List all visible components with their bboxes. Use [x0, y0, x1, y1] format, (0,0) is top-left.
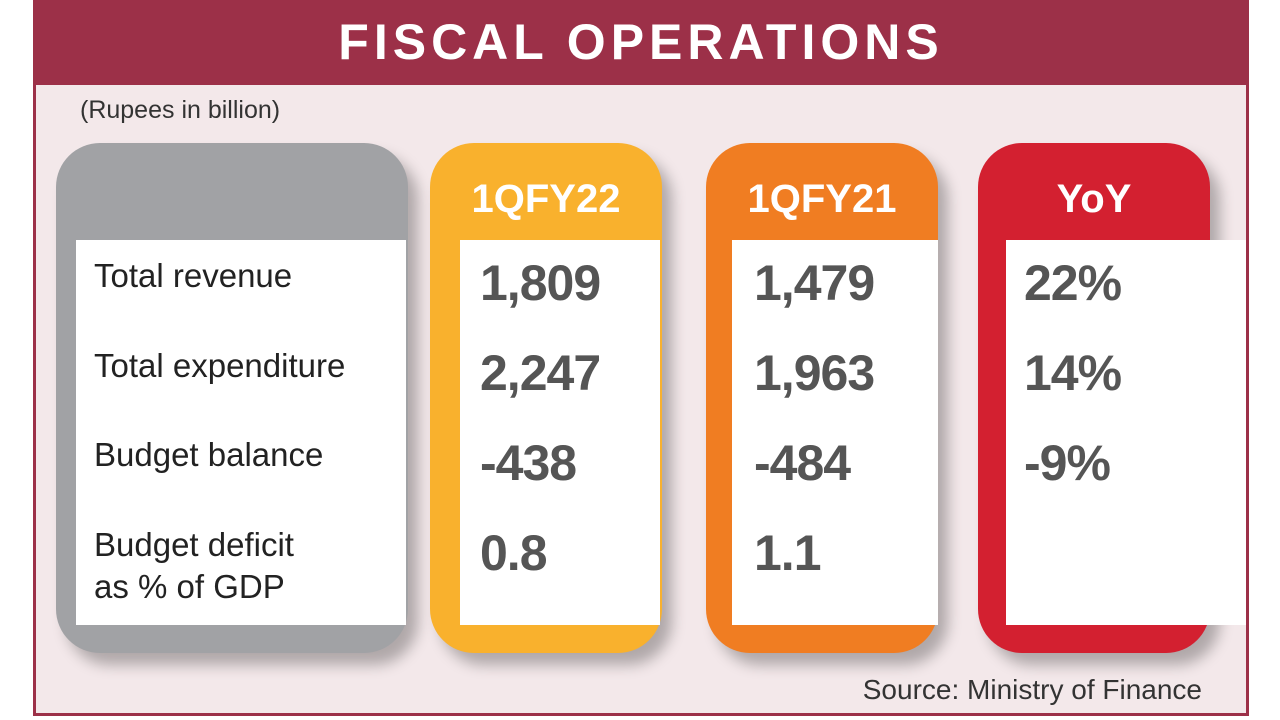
units-note: (Rupees in billion) [80, 96, 281, 124]
value-balance-yoy: -9% [1024, 435, 1111, 491]
value-revenue-yoy: 22% [1024, 255, 1122, 311]
value-expenditure-1qfy21: 1,963 [754, 345, 875, 401]
value-revenue-1qfy21: 1,479 [754, 255, 875, 311]
panel-1qfy21 [732, 240, 938, 625]
value-deficit-1qfy22: 0.8 [480, 525, 548, 581]
title-banner: FISCAL OPERATIONS [33, 0, 1249, 85]
header-1qfy21: 1QFY21 [747, 177, 897, 221]
source-note: Source: Ministry of Finance [862, 674, 1202, 705]
value-revenue-1qfy22: 1,809 [480, 255, 601, 311]
row-label-budget-deficit-line1: Budget deficit [94, 526, 294, 563]
panel-yoy [1006, 240, 1246, 625]
value-expenditure-1qfy22: 2,247 [480, 345, 601, 401]
value-deficit-1qfy21: 1.1 [754, 525, 822, 581]
row-label-total-revenue: Total revenue [94, 257, 293, 294]
row-label-budget-deficit-line2: as % of GDP [94, 568, 285, 605]
panel-1qfy22 [460, 240, 660, 625]
header-1qfy22: 1QFY22 [471, 177, 621, 221]
header-yoy: YoY [1056, 177, 1132, 221]
row-label-budget-balance: Budget balance [94, 436, 324, 473]
row-label-total-expenditure: Total expenditure [94, 347, 346, 384]
value-balance-1qfy21: -484 [754, 435, 851, 491]
value-balance-1qfy22: -438 [480, 435, 577, 491]
value-expenditure-yoy: 14% [1024, 345, 1122, 401]
label-panel [76, 240, 406, 625]
